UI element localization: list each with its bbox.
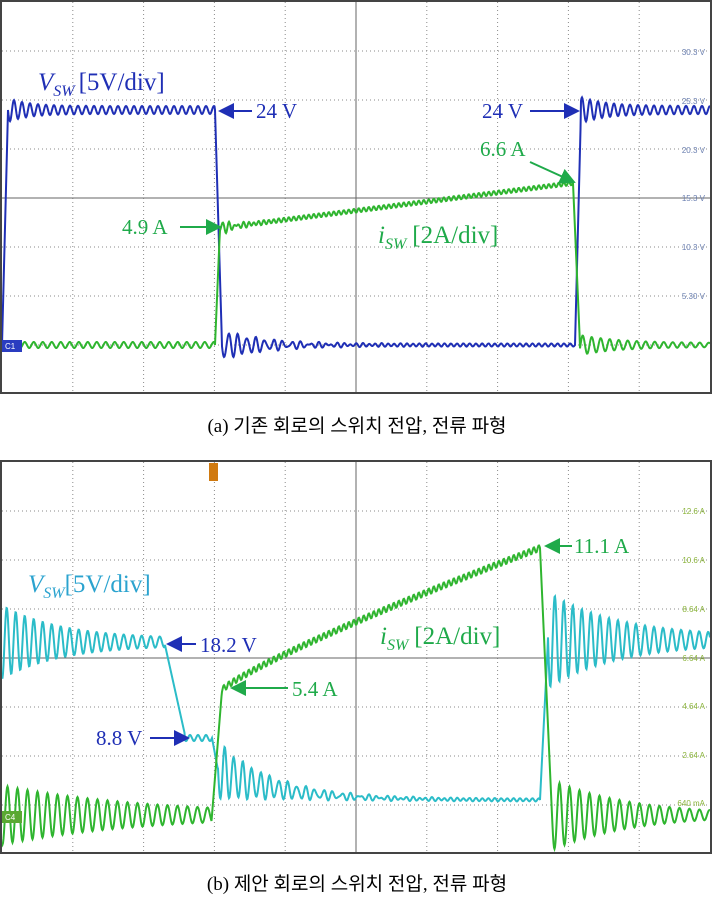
scale-label: 10.6 A [682,556,705,565]
channel-marker [2,340,22,352]
channel-label: C1 [5,342,16,351]
waveform [2,593,710,803]
annotation: 8.8 V [96,726,142,750]
annotation: 6.6 A [480,137,526,161]
subscript: SW [385,236,408,253]
scale-labels-a: 30.3 V 25.3 V 20.3 V 15.3 V 10.3 V 5.30 … [682,48,706,301]
scale-label: 15.3 V [682,194,706,203]
symbol: V [38,69,56,96]
waveform [2,95,710,359]
subscript: SW [387,637,410,654]
annotation: 5.4 A [292,677,338,701]
scale-label: 25.3 V [682,97,706,106]
scale-label: 8.64 A [682,605,705,614]
channel-label: C4 [5,813,16,822]
scope-screen-b [0,460,712,854]
scale-label: 2.64 A [682,751,705,760]
caption: (a) 기존 회로의 스위치 전압, 전류 파형 [207,415,506,437]
caption: (b) 제안 회로의 스위치 전압, 전류 파형 [207,873,507,895]
scale-label: 640 mA [677,799,705,808]
symbol: i [380,623,387,650]
arrow [529,161,576,184]
scope-screen-a [0,0,712,394]
channel-marker [2,811,22,823]
scale-label: 4.64 A [682,702,705,711]
scale: [5V/div] [65,571,151,598]
annotation: 11.1 A [574,534,630,558]
scale: [5V/div] [79,69,165,96]
waveform [2,180,710,355]
waveform [2,544,710,852]
annotation: 24 V [256,99,297,123]
scale-label: 6.64 A [682,654,705,663]
annotation: 4.9 A [122,215,168,239]
scale: [2A/div] [412,222,498,249]
scale-label: 12.6 A [682,507,705,516]
current-label: iSW [2A/div] [378,222,498,253]
symbol: i [378,222,385,249]
scale-label: 20.3 V [682,146,706,155]
annotation: 18.2 V [200,633,257,657]
scale-label: 5.30 V [682,292,706,301]
traces [2,95,710,852]
subscript: SW [53,83,76,100]
subscript: SW [43,585,66,602]
voltage-label: VSW[5V/div] [28,571,151,602]
current-label: iSW [2A/div] [380,623,500,654]
voltage-label: VSW[5V/div] [38,69,165,100]
trigger-marker [209,463,218,481]
scale: [2A/div] [414,623,500,650]
symbol: V [28,571,46,598]
scale-label: 10.3 V [682,243,706,252]
scale-label: 30.3 V [682,48,706,57]
scale-labels-b: 12.6 A 10.6 A 8.64 A 6.64 A 4.64 A 2.64 … [677,507,705,808]
annotation: 24 V [482,99,523,123]
